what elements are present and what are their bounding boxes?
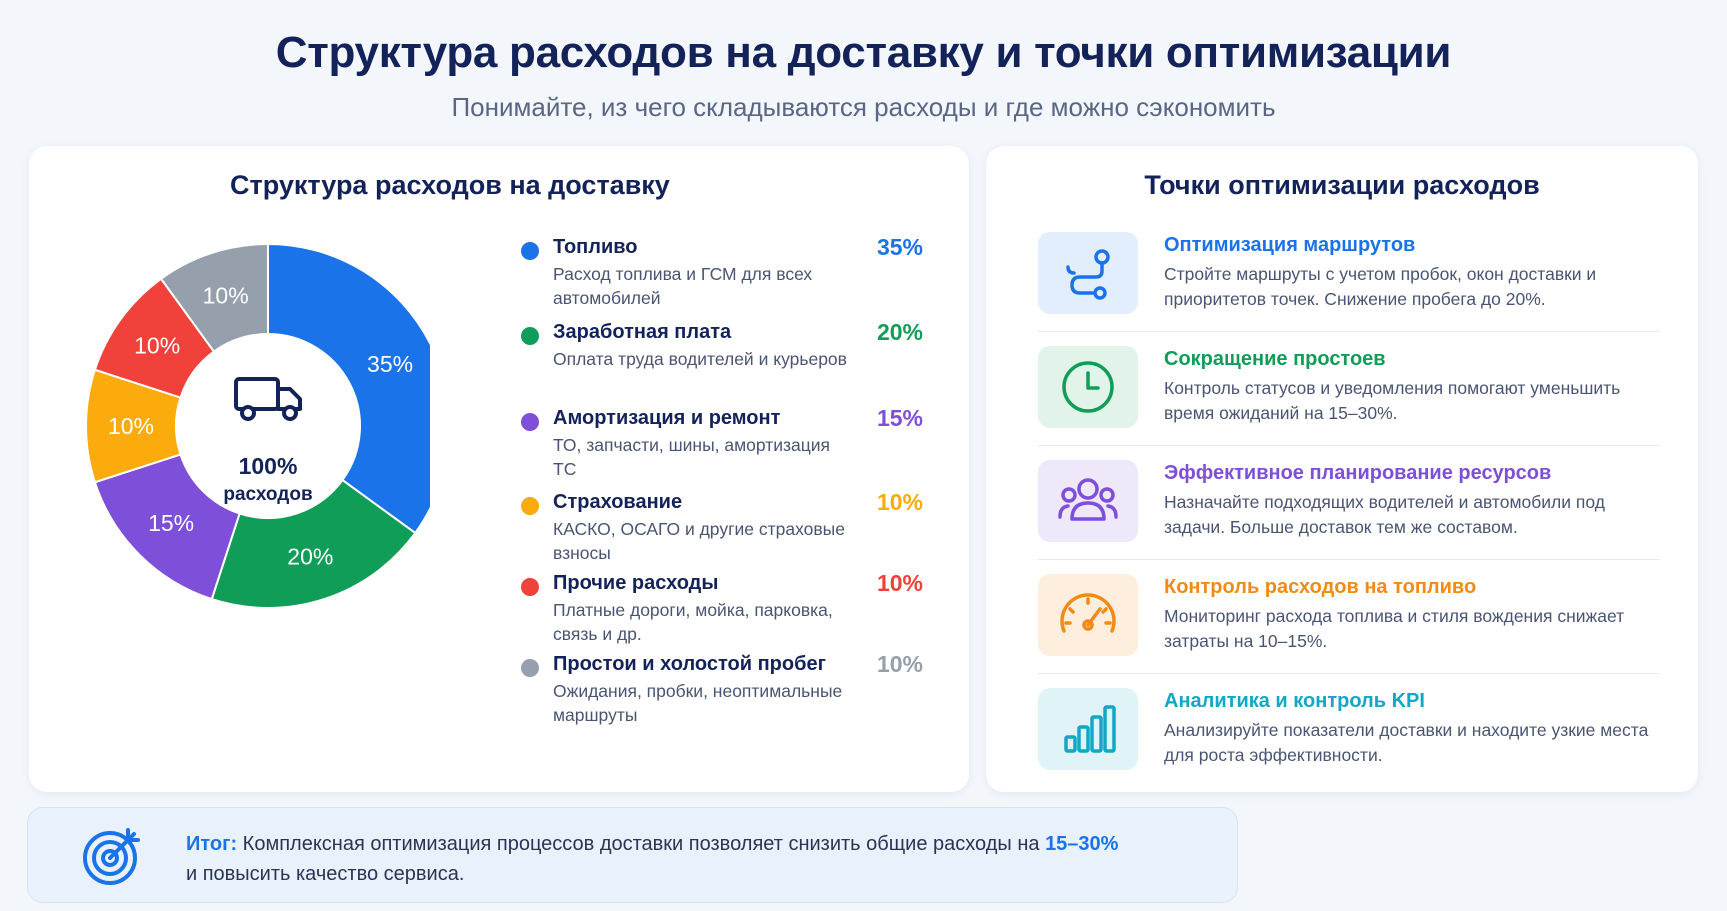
opt-description: Стройте маршруты с учетом пробок, окон д… — [1164, 264, 1597, 309]
legend-description: КАСКО, ОСАГО и другие страховые взносы — [553, 519, 845, 563]
target-icon — [80, 824, 144, 893]
legend-name: Топливо — [553, 236, 638, 258]
legend-item-fuel: Топливо Расход топлива и ГСМ для всех ав… — [513, 234, 943, 314]
divider — [1038, 331, 1660, 332]
opt-item-downtime: Сокращение простоев Контроль статусов и … — [1038, 340, 1660, 446]
divider — [1038, 559, 1660, 560]
slice-label: 10% — [134, 332, 180, 358]
optimization-title: Точки оптимизации расходов — [1144, 170, 1540, 200]
legend-description: Расход топлива и ГСМ для всех автомобиле… — [553, 264, 813, 308]
opt-item-planning: Эффективное планирование ресурсов Назнач… — [1038, 454, 1660, 560]
route-icon — [1038, 232, 1138, 314]
legend-name: Страхование — [553, 491, 683, 513]
summary-text-after: и повысить качество сервиса. — [186, 863, 465, 885]
legend-dot — [521, 413, 539, 431]
donut-center-label: расходов — [223, 484, 312, 505]
legend-description: Оплата труда водителей и курьеров — [553, 349, 847, 369]
opt-title: Аналитика и контроль KPI — [1164, 690, 1425, 712]
opt-item-routes: Оптимизация маршрутов Стройте маршруты с… — [1038, 226, 1660, 332]
slice-label: 15% — [148, 510, 194, 536]
legend-description: ТО, запчасти, шины, амортизация ТС — [553, 435, 831, 479]
legend-item-other: Прочие расходы Платные дороги, мойка, па… — [513, 570, 943, 650]
legend-percent: 15% — [876, 405, 923, 431]
opt-description: Анализируйте показатели доставки и наход… — [1164, 720, 1649, 765]
summary-text: Итог: Комплексная оптимизация процессов … — [186, 829, 1206, 889]
divider — [1038, 673, 1660, 674]
opt-item-fuel: Контроль расходов на топливо Мониторинг … — [1038, 568, 1660, 674]
legend-percent: 10% — [876, 651, 923, 677]
opt-description: Назначайте подходящих водителей и автомо… — [1164, 492, 1605, 537]
bar-chart-icon — [1038, 688, 1138, 770]
people-icon — [1038, 460, 1138, 542]
page-subtitle: Понимайте, из чего складываются расходы … — [451, 92, 1276, 122]
legend-name: Заработная плата — [553, 321, 732, 343]
donut-slice — [210, 478, 417, 609]
legend-item-idle: Простои и холостой пробег Ожидания, проб… — [513, 651, 943, 731]
donut-slice — [159, 242, 269, 353]
opt-description: Контроль статусов и уведомления помогают… — [1164, 378, 1621, 423]
legend-dot — [521, 327, 539, 345]
summary-box: Итог: Комплексная оптимизация процессов … — [27, 807, 1238, 903]
divider — [1038, 445, 1660, 446]
legend-name: Прочие расходы — [553, 572, 719, 594]
opt-title: Эффективное планирование ресурсов — [1164, 462, 1552, 484]
legend-description: Ожидания, пробки, неоптимальные маршруты — [553, 681, 843, 725]
slice-label: 10% — [108, 413, 154, 439]
opt-title: Контроль расходов на топливо — [1164, 576, 1477, 598]
clock-icon — [1038, 346, 1138, 428]
summary-highlight: 15–30% — [1045, 833, 1119, 855]
cost-structure-title: Структура расходов на доставку — [230, 170, 670, 200]
legend-name: Амортизация и ремонт — [553, 407, 781, 429]
legend-item-insurance: Страхование КАСКО, ОСАГО и другие страхо… — [513, 489, 943, 569]
slice-label: 35% — [367, 351, 413, 377]
optimization-card: Точки оптимизации расходов Оптимизация м… — [986, 146, 1698, 792]
legend-item-depreciation: Амортизация и ремонт ТО, запчасти, шины,… — [513, 405, 943, 485]
summary-label: Итог: — [186, 833, 238, 855]
slice-label: 20% — [287, 543, 333, 569]
slice-label: 10% — [203, 283, 249, 309]
donut-chart: 35% 20% 15% 10% 10% 10% 100% расходов — [85, 242, 430, 609]
opt-title: Сокращение простоев — [1164, 348, 1386, 370]
legend-percent: 35% — [876, 234, 923, 260]
donut-center-value: 100% — [239, 453, 298, 479]
page-title: Структура расходов на доставку и точки о… — [275, 28, 1452, 77]
opt-description: Мониторинг расхода топлива и стиля вожде… — [1164, 606, 1625, 651]
cost-structure-card: Структура расходов на доставку 35% 20% 15%… — [29, 146, 969, 792]
speedometer-icon — [1038, 574, 1138, 656]
legend-dot — [521, 242, 539, 260]
summary-text-before: Комплексная оптимизация процессов достав… — [237, 833, 1046, 855]
donut-slice — [93, 453, 241, 601]
truck-icon — [234, 377, 302, 421]
opt-title: Оптимизация маршрутов — [1164, 234, 1416, 256]
legend-dot — [521, 659, 539, 677]
legend-name: Простои и холостой пробег — [553, 653, 826, 675]
legend-percent: 10% — [876, 489, 923, 515]
legend-description: Платные дороги, мойка, парковка, связь и… — [553, 600, 833, 644]
legend-item-salary: Заработная плата Оплата труда водителей … — [513, 319, 943, 399]
donut-slice — [267, 242, 430, 535]
legend-percent: 20% — [876, 319, 923, 345]
legend-percent: 10% — [876, 570, 923, 596]
legend-dot — [521, 497, 539, 515]
legend-dot — [521, 578, 539, 596]
opt-item-analytics: Аналитика и контроль KPI Анализируйте по… — [1038, 682, 1660, 778]
